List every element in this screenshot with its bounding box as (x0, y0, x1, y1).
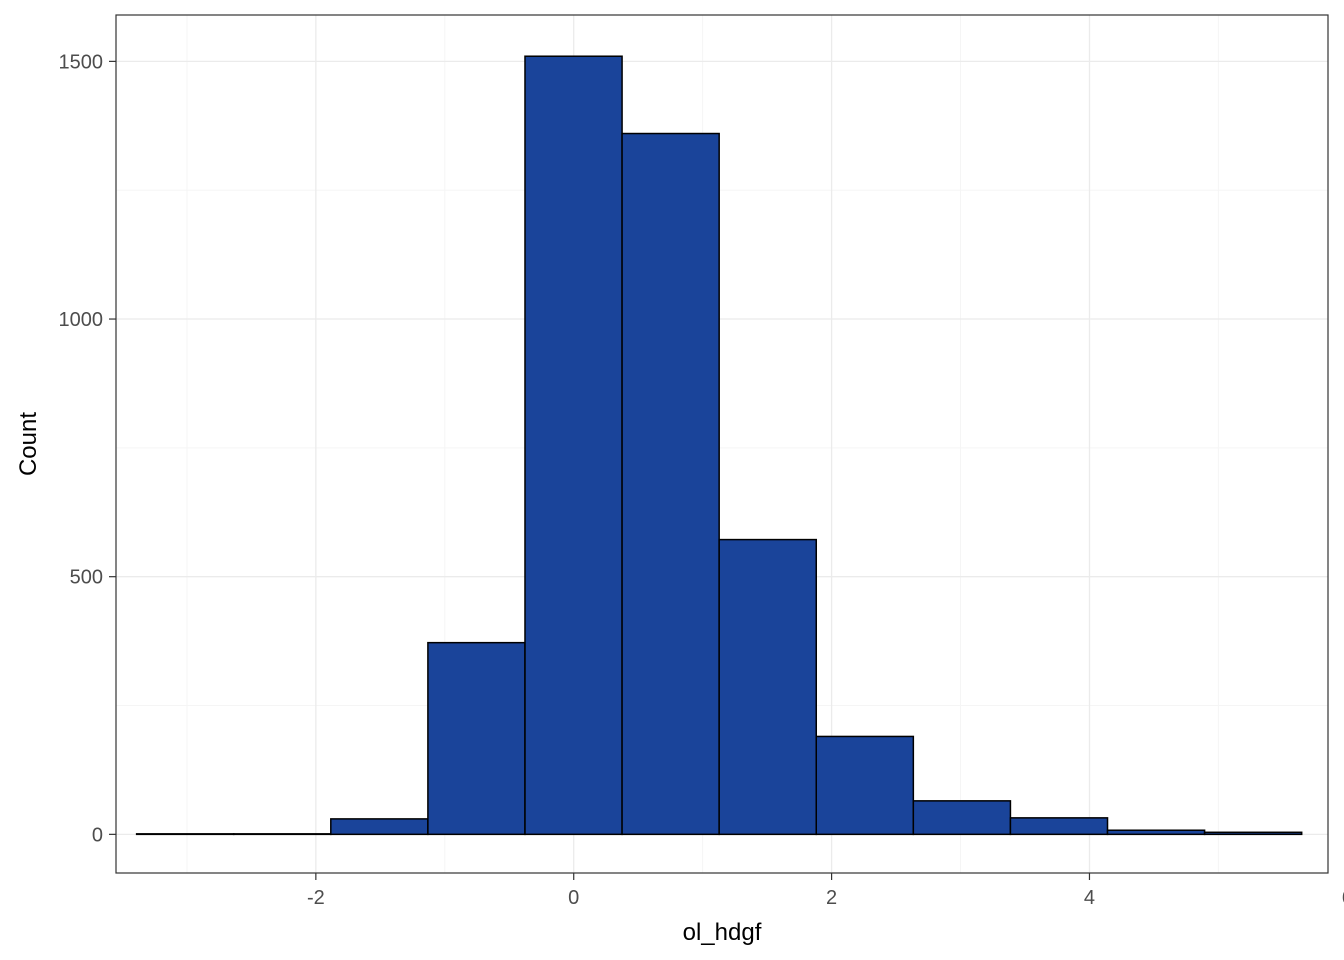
histogram-bar (135, 833, 235, 836)
x-tick-label: 0 (568, 887, 579, 909)
histogram-bar (1106, 829, 1206, 836)
y-tick-label: 1000 (59, 309, 104, 331)
histogram-bar (621, 132, 720, 836)
histogram-bar (815, 735, 915, 836)
panel-border (115, 14, 1329, 874)
histogram-bar (1009, 817, 1109, 836)
y-axis-ticks: 0 500 1000 1500 (59, 51, 116, 846)
y-tick-label: 1500 (59, 51, 104, 73)
histogram-bar (330, 818, 429, 836)
y-axis-title: Count (15, 412, 42, 476)
y-tick-label: 500 (70, 567, 103, 589)
histogram-bar (1203, 831, 1303, 836)
x-tick-label: 6 (1342, 887, 1344, 909)
x-axis-title: ol_hdgf (683, 919, 762, 946)
x-tick-label: -2 (307, 887, 325, 909)
histogram-bar (232, 833, 332, 836)
y-tick-label: 0 (92, 824, 103, 846)
x-axis-ticks: -2 0 2 4 6 (307, 873, 1344, 909)
histogram-bar (912, 800, 1012, 836)
x-tick-label: 4 (1084, 887, 1095, 909)
x-tick-label: 2 (826, 887, 837, 909)
histogram-bar (427, 641, 526, 836)
histogram-bar (524, 55, 623, 836)
histogram-bar (718, 538, 818, 836)
histogram-bars (135, 55, 1303, 836)
